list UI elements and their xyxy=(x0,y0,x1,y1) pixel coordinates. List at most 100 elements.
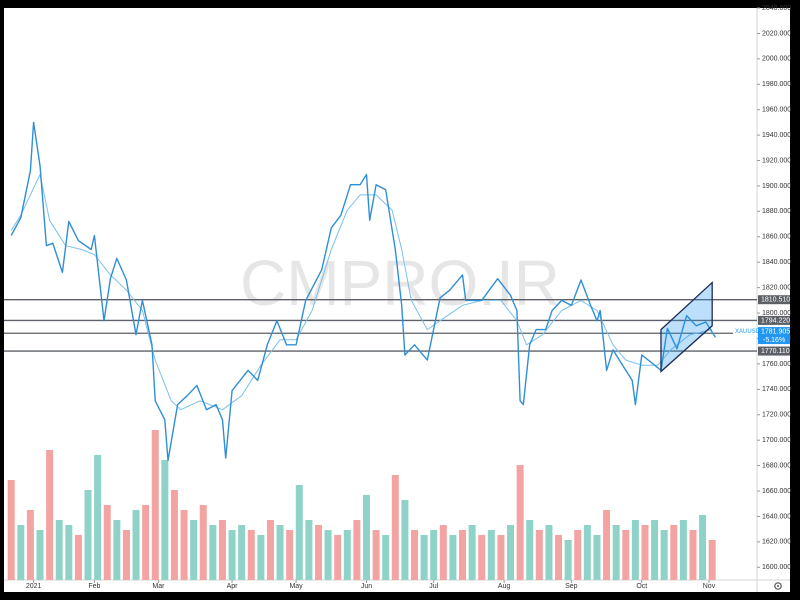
volume-bar xyxy=(583,525,591,580)
volume-bar xyxy=(487,530,495,580)
volume-bar xyxy=(622,530,630,580)
y-tick-label: 1740.000 xyxy=(762,386,791,393)
volume-bar xyxy=(660,530,668,580)
volume-bar xyxy=(103,505,111,580)
volume-bar xyxy=(295,485,303,580)
symbol-tag xyxy=(733,327,757,337)
volume-bar xyxy=(94,455,102,580)
last-price-tag xyxy=(758,327,790,345)
volume-bar xyxy=(641,525,649,580)
volume-bar xyxy=(257,535,265,580)
volume-bar xyxy=(372,530,380,580)
y-tick-label: 1820.000 xyxy=(762,284,791,291)
volume-bar xyxy=(209,525,217,580)
last-price-label: 1781.905 xyxy=(761,328,790,335)
level-tag xyxy=(758,346,790,356)
volume-bar xyxy=(420,535,428,580)
volume-bar xyxy=(603,510,611,580)
x-tick-label: Jul xyxy=(429,583,438,590)
volume-bar xyxy=(286,530,294,580)
volume-bar xyxy=(65,525,73,580)
y-tick-label: 1960.000 xyxy=(762,107,791,114)
volume-bar xyxy=(151,430,159,580)
volume-bar xyxy=(122,530,130,580)
volume-bar xyxy=(74,535,82,580)
volume-bar xyxy=(670,525,678,580)
symbol-label: XAUUSD xyxy=(735,329,761,335)
volume-bar xyxy=(218,520,226,580)
change-label: -5.16% xyxy=(763,337,785,344)
volume-bar xyxy=(161,460,169,580)
y-tick-label: 1720.000 xyxy=(762,412,791,419)
volume-bar xyxy=(305,520,313,580)
volume-bar xyxy=(113,520,121,580)
volume-bar xyxy=(593,535,601,580)
volume-bar xyxy=(36,530,44,580)
volume-bar xyxy=(324,530,332,580)
volume-bar xyxy=(699,515,707,580)
volume-bar xyxy=(84,490,92,580)
y-tick-label: 1760.000 xyxy=(762,361,791,368)
y-tick-label: 1640.000 xyxy=(762,513,791,520)
x-tick-label: Nov xyxy=(703,583,716,590)
volume-bar xyxy=(266,520,274,580)
x-tick-label: Oct xyxy=(636,583,647,590)
x-tick-label: Feb xyxy=(88,583,100,590)
volume-bar xyxy=(334,535,342,580)
y-tick-label: 1880.000 xyxy=(762,208,791,215)
volume-bar xyxy=(612,525,620,580)
volume-bar xyxy=(679,520,687,580)
volume-bar xyxy=(142,505,150,580)
level-label: 1770.110 xyxy=(761,348,790,355)
x-tick-label: Aug xyxy=(498,583,511,590)
volume-bar xyxy=(46,450,54,580)
volume-bar xyxy=(507,525,515,580)
y-tick-label: 1800.000 xyxy=(762,310,791,317)
volume-bar xyxy=(276,525,284,580)
volume-bar xyxy=(459,530,467,580)
volume-bar xyxy=(631,520,639,580)
y-tick-label: 1620.000 xyxy=(762,539,791,546)
y-tick-label: 1940.000 xyxy=(762,132,791,139)
volume-bar xyxy=(190,520,198,580)
volume-bar xyxy=(430,530,438,580)
y-tick-label: 2040.000 xyxy=(762,5,791,12)
x-tick-label: Apr xyxy=(227,583,239,590)
y-tick-label: 2020.000 xyxy=(762,30,791,37)
volume-bar xyxy=(17,525,25,580)
volume-bar xyxy=(497,535,505,580)
y-tick-label: 1840.000 xyxy=(762,259,791,266)
level-tag xyxy=(758,315,790,325)
y-tick-label: 1980.000 xyxy=(762,81,791,88)
volume-bar xyxy=(26,510,34,580)
volume-bar xyxy=(516,465,524,580)
volume-bar xyxy=(411,530,419,580)
watermark: CMPRO.IR xyxy=(240,247,560,319)
level-tag xyxy=(758,295,790,305)
volume-bar xyxy=(535,530,543,580)
volume-bar xyxy=(574,530,582,580)
level-label: 1794.220 xyxy=(761,317,790,324)
volume-bar xyxy=(449,535,457,580)
volume-bar xyxy=(439,525,447,580)
y-tick-label: 1860.000 xyxy=(762,234,791,241)
channel xyxy=(660,281,713,373)
volume-bar xyxy=(391,475,399,580)
volume-bar xyxy=(7,480,15,580)
level-label: 1810.510 xyxy=(761,297,790,304)
volume-bar xyxy=(170,490,178,580)
volume-bar xyxy=(55,520,63,580)
volume-bar xyxy=(238,525,246,580)
volume-bar xyxy=(353,520,361,580)
volume-bar xyxy=(555,535,563,580)
y-tick-label: 1700.000 xyxy=(762,437,791,444)
volume-bar xyxy=(199,505,207,580)
volume-bar xyxy=(526,520,534,580)
x-tick-label: Jun xyxy=(361,583,372,590)
y-tick-label: 1900.000 xyxy=(762,183,791,190)
volume-bar xyxy=(651,520,659,580)
volume-bar xyxy=(228,530,236,580)
volume-bar xyxy=(468,525,476,580)
settings-icon[interactable] xyxy=(774,582,782,590)
